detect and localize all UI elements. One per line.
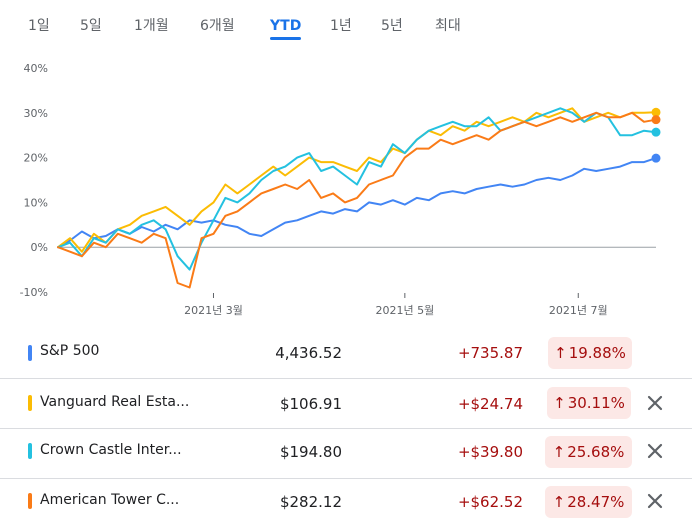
arrow-up-icon: ↑ [554,344,567,362]
comparison-line-chart[interactable]: 40% 30% 20% 10% 0% -10% 2021년 3월 2021년 5월 2021년 … [0,55,692,325]
row-percent-badge: ↑ 19.88% [548,337,632,369]
series-line-vanguard [57,107,657,253]
arrow-up-icon: ↑ [552,493,566,511]
remove-comparison-button[interactable] [644,490,666,512]
row-change: +735.87 [457,344,523,362]
row-percent-badge: ↑ 30.11% [547,387,631,419]
arrow-up-icon: ↑ [553,394,566,412]
tab-5d[interactable]: 5일 [80,18,102,34]
row-price: 4,436.52 [275,344,342,362]
comparison-row-crown[interactable]: Crown Castle Inter... $194.80 +$39.80 ↑ 2… [0,428,692,479]
tab-ytd[interactable]: YTD [270,16,302,40]
comparison-row-sp500[interactable]: S&P 500 4,436.52 +735.87 ↑ 19.88% [0,328,692,379]
arrow-up-icon: ↑ [552,443,566,461]
row-percent: 25.68% [567,443,625,461]
row-name: American Tower C... [40,492,180,508]
row-change: +$62.52 [457,493,523,511]
y-tick-label: 0% [31,241,48,254]
row-change: +$24.74 [457,395,523,413]
row-change: +$39.80 [457,443,523,461]
row-name: Crown Castle Inter... [40,442,182,458]
series-color-swatch [28,493,32,509]
close-icon [647,395,663,411]
series-end-dot-american [651,115,661,125]
series-line-crown [57,107,657,271]
tab-1y[interactable]: 1년 [330,18,352,34]
row-percent: 19.88% [568,344,626,362]
series-line-sp500 [57,157,657,249]
x-tick-label: 2021년 5월 [375,304,434,317]
row-name: Vanguard Real Esta... [40,394,190,410]
row-percent: 30.11% [567,394,625,412]
y-tick-label: 20% [24,152,48,165]
series-line-american [57,111,657,289]
row-price: $106.91 [279,395,342,413]
tab-6m[interactable]: 6개월 [200,18,235,34]
tab-max[interactable]: 최대 [435,18,461,34]
tab-1d[interactable]: 1일 [28,18,50,34]
row-price: $194.80 [279,443,342,461]
comparison-row-american[interactable]: American Tower C... $282.12 +$62.52 ↑ 28.… [0,478,692,528]
row-percent-badge: ↑ 28.47% [545,486,632,518]
row-percent: 28.47% [567,493,625,511]
tab-5y[interactable]: 5년 [381,18,403,34]
row-percent-badge: ↑ 25.68% [545,436,632,468]
comparison-row-vanguard[interactable]: Vanguard Real Esta... $106.91 +$24.74 ↑ 3… [0,378,692,429]
series-end-dot-crown [651,127,661,137]
series-end-dot-sp500 [651,153,661,163]
y-tick-label: 40% [24,62,48,75]
row-name: S&P 500 [40,343,100,359]
y-tick-label: -10% [20,286,48,299]
series-end-dot-vanguard [651,107,661,117]
x-tick-label: 2021년 3월 [184,304,243,317]
tab-1m[interactable]: 1개월 [134,18,169,34]
remove-comparison-button[interactable] [644,392,666,414]
y-tick-label: 10% [24,196,48,209]
series-color-swatch [28,443,32,459]
series-color-swatch [28,395,32,411]
close-icon [647,493,663,509]
x-tick-label: 2021년 7월 [549,304,608,317]
close-icon [647,443,663,459]
y-tick-label: 30% [24,107,48,120]
series-color-swatch [28,345,32,361]
range-tabs: 1일 5일 1개월 6개월 YTD 1년 5년 최대 [0,0,692,44]
row-price: $282.12 [279,493,342,511]
remove-comparison-button[interactable] [644,440,666,462]
